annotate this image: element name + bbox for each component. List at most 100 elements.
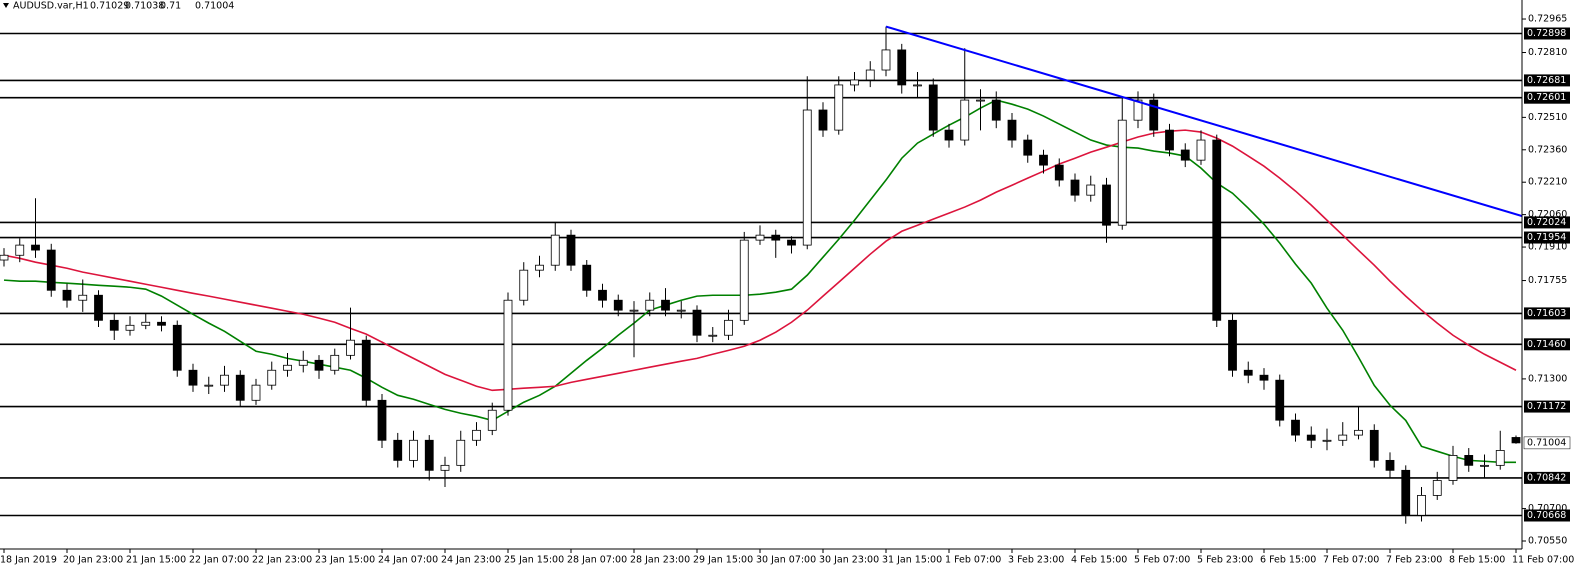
candle-body <box>440 464 450 471</box>
x-tick-label: 6 Feb 15:00 <box>1260 555 1316 566</box>
x-tick-label: 4 Feb 15:00 <box>1071 555 1127 566</box>
level-label-box <box>1524 91 1570 104</box>
candle-body <box>629 309 639 312</box>
x-tick-label: 31 Jan 15:00 <box>882 555 942 566</box>
candle-body <box>1480 464 1489 467</box>
candle-body <box>1291 419 1300 436</box>
candle-body <box>1306 434 1316 441</box>
y-tick-label: 0.71300 <box>1528 373 1567 384</box>
candle-body <box>283 364 292 371</box>
level-label: 0.72898 <box>1527 28 1566 39</box>
x-tick-label: 22 Jan 23:00 <box>252 555 312 566</box>
candle-body <box>1417 494 1426 516</box>
symbol-title: AUDUSD.var,H1 <box>13 1 89 12</box>
level-label-box <box>1524 509 1570 522</box>
x-tick-label: 29 Jan 15:00 <box>693 555 753 566</box>
candle-body <box>802 109 812 246</box>
candle-body <box>456 439 466 466</box>
moving-average-line <box>3 129 1517 392</box>
ohlc-high: 0.71038 <box>125 1 164 12</box>
candle-body <box>519 269 529 301</box>
candle-body <box>377 399 387 441</box>
candle-body <box>976 99 985 102</box>
candle-body <box>141 321 151 326</box>
candle-body <box>913 84 922 87</box>
candle-body <box>550 234 560 266</box>
candle-body <box>1054 164 1064 181</box>
candle-body <box>1133 99 1143 121</box>
y-tick-label: 0.71755 <box>1528 275 1567 286</box>
x-tick-label: 30 Jan 07:00 <box>756 555 816 566</box>
candle-body <box>1385 459 1395 471</box>
y-tick-label: 0.70700 <box>1528 503 1567 514</box>
candle-body <box>881 49 891 71</box>
candle-body <box>1180 149 1190 161</box>
x-tick-label: 23 Jan 15:00 <box>315 555 375 566</box>
x-tick-label: 5 Feb 23:00 <box>1197 555 1253 566</box>
level-label-box <box>1524 27 1570 40</box>
collapse-icon[interactable] <box>3 3 9 8</box>
candle-body <box>1102 184 1111 226</box>
candle-body <box>755 234 765 241</box>
candle-body <box>991 99 1001 121</box>
moving-average-line <box>3 99 1516 464</box>
candle-body <box>661 299 670 311</box>
candle-body <box>472 429 481 441</box>
plot-area <box>0 25 1522 524</box>
candle-body <box>708 334 718 337</box>
x-tick-label: 20 Jan 23:00 <box>63 555 123 566</box>
level-label: 0.71172 <box>1527 401 1566 412</box>
candle-body <box>267 369 277 386</box>
candle-body <box>834 84 844 131</box>
candle-body <box>850 79 859 86</box>
level-label-box <box>1524 231 1570 244</box>
candle-body <box>62 289 72 301</box>
candle-body <box>1007 119 1017 141</box>
candle-body <box>15 244 25 256</box>
candle-body <box>235 374 245 401</box>
x-tick-label: 28 Jan 23:00 <box>630 555 690 566</box>
candle-body <box>739 239 749 321</box>
candle-body <box>172 324 182 371</box>
level-label: 0.71603 <box>1527 308 1566 319</box>
level-label-box <box>1524 307 1570 320</box>
candle-body <box>46 249 56 291</box>
candle-body <box>676 309 686 312</box>
y-tick-label: 0.72360 <box>1528 144 1567 155</box>
candle-body <box>944 129 954 141</box>
ohlc-low: 0.71 <box>160 1 181 12</box>
x-tick-label: 25 Jan 15:00 <box>504 555 564 566</box>
x-tick-label: 22 Jan 07:00 <box>189 555 249 566</box>
candle-body <box>251 384 261 401</box>
candle-body <box>1511 437 1521 444</box>
candle-body <box>818 109 828 131</box>
candle-body <box>1259 374 1269 381</box>
candle-body <box>78 294 88 301</box>
ohlc-close: 0.71004 <box>195 1 234 12</box>
candle-body <box>204 384 214 387</box>
candle-body <box>960 99 970 141</box>
candle-body <box>598 289 607 301</box>
candle-body <box>393 439 403 461</box>
candle-body <box>330 354 340 371</box>
x-tick-label: 7 Feb 23:00 <box>1386 555 1442 566</box>
candle-body <box>724 319 733 336</box>
candle-body <box>582 264 592 291</box>
x-tick-label: 8 Feb 15:00 <box>1449 555 1505 566</box>
candle-body <box>1354 429 1363 436</box>
x-tick-label: 24 Jan 23:00 <box>441 555 501 566</box>
x-tick-label: 11 Feb 07:00 <box>1512 555 1574 566</box>
candle-body <box>1212 139 1222 321</box>
candle-body <box>1039 154 1048 166</box>
candle-body <box>503 299 513 411</box>
x-tick-label: 7 Feb 07:00 <box>1323 555 1379 566</box>
level-label: 0.71954 <box>1527 232 1566 243</box>
candle-body <box>692 309 702 336</box>
y-tick-label: 0.72965 <box>1528 14 1567 25</box>
candle-body <box>928 84 938 131</box>
candle-body <box>487 409 497 431</box>
candle-body <box>424 439 434 471</box>
candle-body <box>314 359 324 371</box>
level-label-box <box>1524 471 1570 484</box>
